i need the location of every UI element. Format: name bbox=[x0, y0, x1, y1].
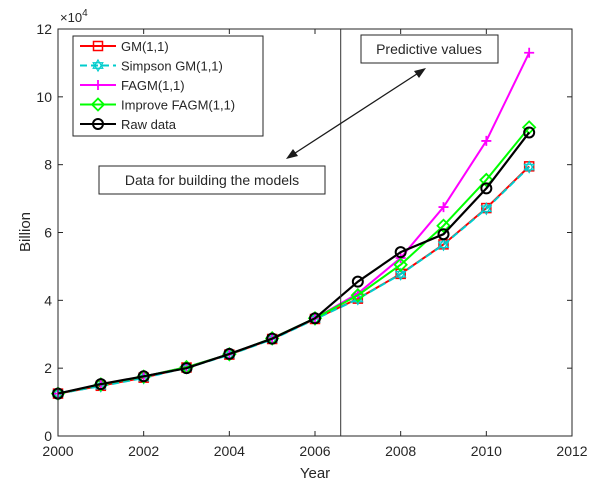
y-tick-label: 8 bbox=[44, 157, 52, 173]
series-point bbox=[180, 362, 193, 375]
series-point bbox=[94, 378, 107, 391]
legend-item-2: FAGM(1,1) bbox=[80, 78, 185, 93]
series-line bbox=[57, 131, 531, 395]
series-point bbox=[480, 182, 493, 195]
x-tick-label: 2008 bbox=[385, 443, 416, 459]
y-tick-label: 4 bbox=[44, 292, 52, 308]
y-tick-label: 12 bbox=[36, 21, 52, 37]
legend-label: FAGM(1,1) bbox=[121, 78, 185, 93]
legend-item-3: Improve FAGM(1,1) bbox=[80, 97, 235, 113]
series-point bbox=[436, 218, 451, 233]
legend-item-1: Simpson GM(1,1) bbox=[80, 59, 223, 74]
series-point bbox=[480, 205, 493, 216]
x-tick-labels: 2000 2002 2004 2006 2008 2010 2012 bbox=[42, 443, 587, 459]
y-tick-label: 6 bbox=[44, 225, 52, 241]
series-point bbox=[309, 312, 321, 325]
annotation-arrow bbox=[288, 69, 424, 158]
legend-swatch-marker bbox=[92, 118, 104, 130]
annotation-building-box bbox=[98, 165, 326, 195]
x-tick-label: 2010 bbox=[471, 443, 502, 459]
series-point bbox=[437, 228, 450, 241]
series-point bbox=[223, 347, 236, 360]
arrow-head-lower bbox=[286, 149, 298, 159]
legend-label: GM(1,1) bbox=[121, 39, 169, 54]
legend-items: GM(1,1) Simpson GM(1,1) FAGM(1,1) Improve F… bbox=[80, 39, 235, 132]
series-point bbox=[137, 370, 150, 383]
series-point bbox=[523, 126, 536, 139]
series-point bbox=[394, 246, 407, 259]
series-layer bbox=[50, 47, 537, 401]
series-point bbox=[437, 238, 450, 249]
legend-item-4: Raw data bbox=[80, 117, 177, 132]
legend-item-0: GM(1,1) bbox=[80, 39, 169, 54]
legend-swatch-marker bbox=[93, 80, 103, 90]
series-4 bbox=[52, 126, 536, 400]
series-point bbox=[437, 241, 450, 252]
x-tick-label: 2006 bbox=[299, 443, 330, 459]
x-tick-label: 2004 bbox=[214, 443, 245, 459]
x-tick-label: 2012 bbox=[556, 443, 587, 459]
annotation-predictive-box bbox=[360, 34, 499, 64]
series-point bbox=[394, 267, 407, 278]
series-point bbox=[523, 163, 535, 174]
annotation-building-text: Data for building the models bbox=[125, 172, 299, 188]
series-point bbox=[351, 275, 364, 288]
x-tick-label: 2002 bbox=[128, 443, 159, 459]
legend-label: Improve FAGM(1,1) bbox=[121, 98, 235, 113]
series-point bbox=[524, 47, 535, 58]
series-point bbox=[523, 160, 535, 171]
plot-frame bbox=[57, 28, 573, 437]
y-tick-labels: 0 2 4 6 8 10 12 bbox=[36, 21, 52, 444]
x-axis-title: Year bbox=[300, 465, 330, 482]
legend-swatch-marker bbox=[92, 62, 104, 73]
legend-swatch-marker bbox=[92, 40, 104, 52]
legend-label: Simpson GM(1,1) bbox=[121, 59, 223, 74]
legend-swatch-marker bbox=[90, 97, 106, 112]
series-point bbox=[266, 332, 279, 345]
series-point bbox=[350, 287, 366, 303]
series-point bbox=[480, 202, 493, 213]
annotation-predictive-text: Predictive values bbox=[376, 41, 482, 57]
legend: GM(1,1) Simpson GM(1,1) FAGM(1,1) Improve F… bbox=[72, 35, 264, 137]
arrow-head-upper bbox=[414, 68, 426, 78]
x-tick-label: 2000 bbox=[42, 443, 73, 459]
y-axis-title: Billion bbox=[17, 212, 34, 252]
series-point bbox=[393, 257, 408, 272]
y-tick-label: 0 bbox=[44, 428, 52, 444]
series-point bbox=[438, 202, 449, 213]
series-point bbox=[481, 135, 492, 146]
legend-label: Raw data bbox=[121, 117, 177, 132]
y-exponent-label: ×104 bbox=[60, 8, 88, 25]
legend-swatch-marker bbox=[92, 58, 104, 69]
y-tick-label: 10 bbox=[36, 89, 52, 105]
y-tick-label: 2 bbox=[44, 360, 52, 376]
series-point bbox=[479, 172, 494, 188]
